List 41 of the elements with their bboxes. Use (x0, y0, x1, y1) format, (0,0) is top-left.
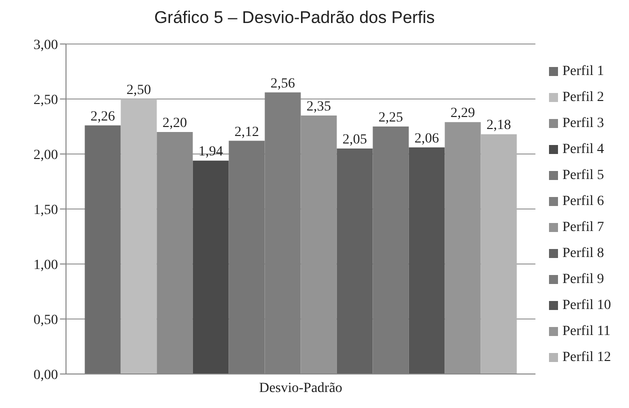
bar (120, 99, 157, 374)
legend-label: Perfil 5 (562, 168, 604, 183)
legend-label: Perfil 7 (562, 220, 604, 235)
data-label: 2,06 (414, 131, 440, 146)
legend-label: Perfil 2 (562, 90, 604, 105)
data-label: 2,26 (90, 109, 116, 124)
y-tick-label: 1,00 (34, 258, 58, 273)
y-tick-label: 0,00 (34, 368, 58, 383)
legend-label: Perfil 9 (562, 272, 604, 287)
bar (480, 134, 517, 374)
chart-title: Gráfico 5 – Desvio-Padrão dos Perfis (153, 8, 436, 29)
y-tick-label: 3,00 (34, 38, 58, 53)
legend-label: Perfil 1 (562, 64, 604, 79)
y-tick-label: 1,50 (34, 202, 58, 218)
legend-label: Perfil 6 (562, 194, 604, 209)
legend-label: Perfil 10 (562, 298, 611, 313)
data-label: 1,94 (198, 144, 224, 160)
y-tick-label: 0,50 (34, 312, 58, 328)
x-tick-label: Desvio-Padrão (259, 380, 342, 396)
legend-label: Perfil 12 (562, 350, 611, 365)
legend-label: Perfil 4 (562, 142, 604, 157)
y-tick-label: 2,00 (34, 148, 58, 163)
bar (84, 125, 121, 374)
data-label: 2,29 (450, 106, 476, 122)
bar (444, 122, 481, 374)
bar (408, 147, 445, 374)
bar (336, 148, 373, 374)
data-label: 2,25 (378, 110, 404, 126)
y-tick-label: 2,50 (34, 92, 58, 108)
bar (192, 160, 229, 374)
data-label: 2,20 (162, 116, 188, 131)
bar (372, 126, 409, 374)
legend-label: Perfil 3 (562, 116, 604, 131)
legend-label: Perfil 8 (562, 246, 604, 261)
data-label: 2,05 (342, 132, 368, 148)
data-label: 2,35 (306, 100, 332, 114)
legend-label: Perfil 11 (562, 324, 610, 339)
data-label: 2,12 (234, 124, 260, 140)
data-label: 2,56 (270, 76, 296, 92)
data-label: 2,18 (486, 118, 512, 134)
data-label: 2,50 (126, 83, 152, 98)
